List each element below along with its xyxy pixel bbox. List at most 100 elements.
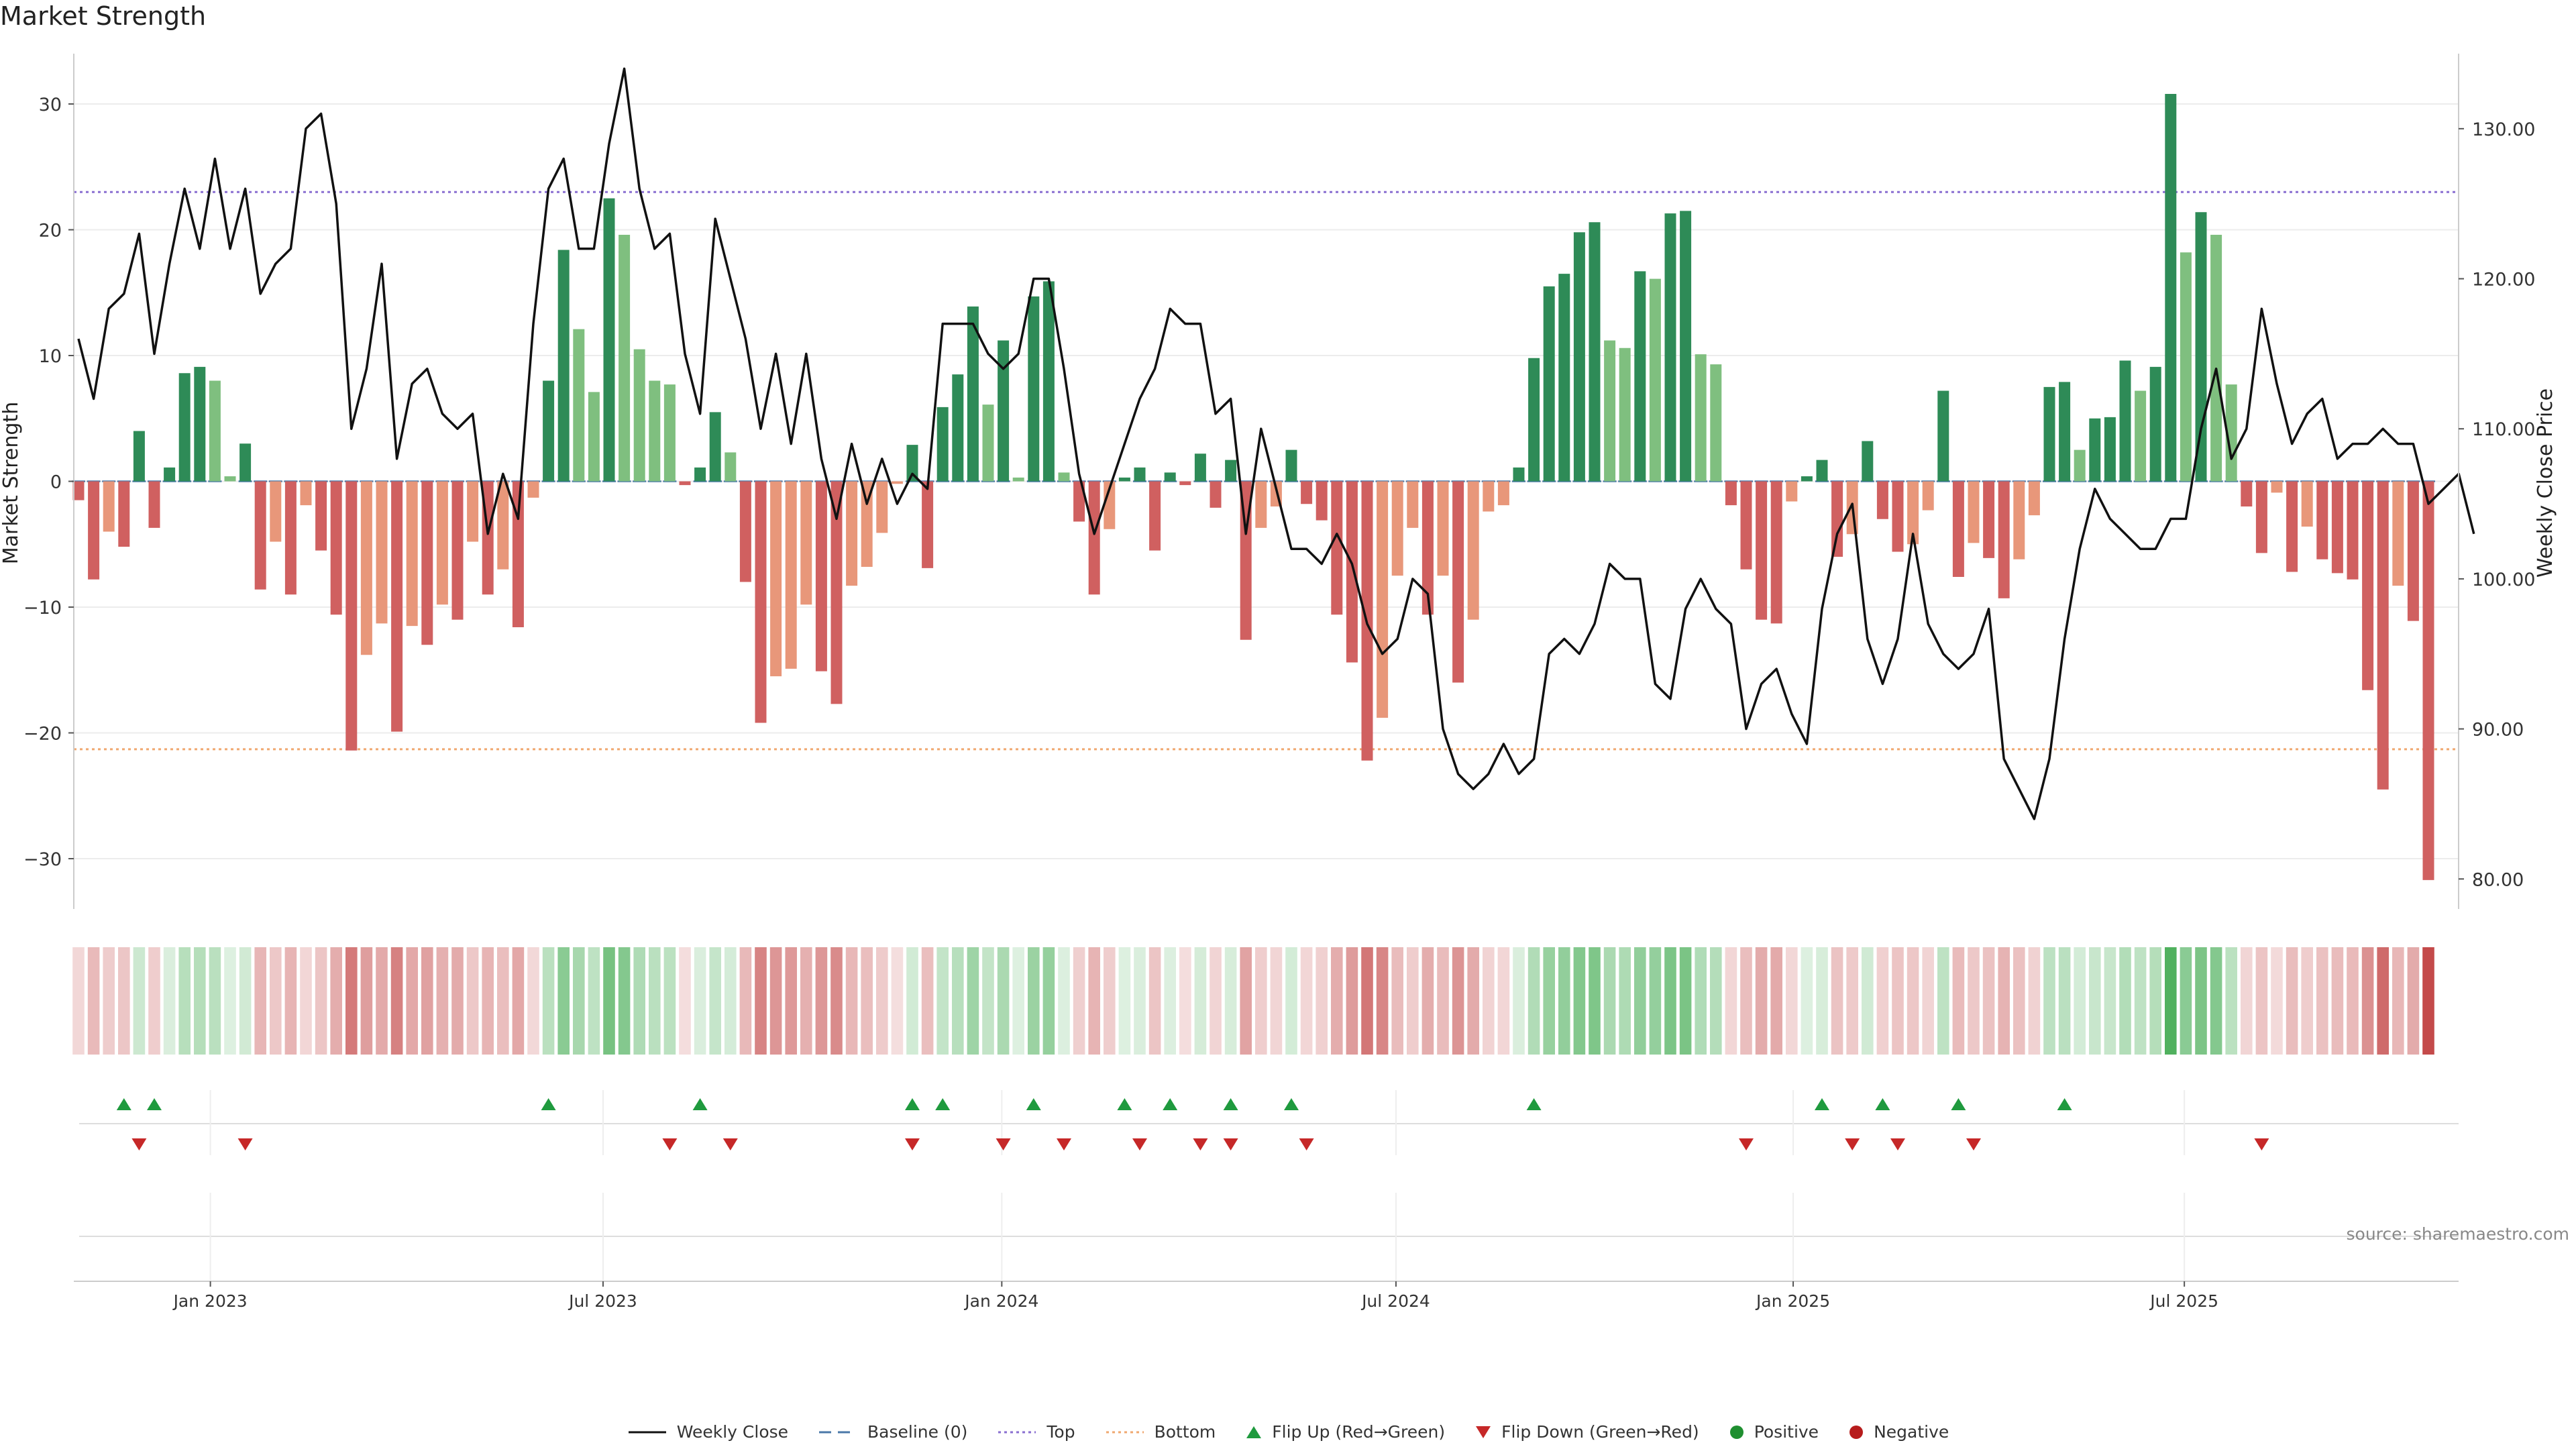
heatmap-cell <box>1300 947 1313 1055</box>
strength-bar <box>284 481 297 595</box>
heatmap-cell <box>118 947 130 1055</box>
legend-label-bottom: Bottom <box>1154 1422 1216 1442</box>
y-tick-label: −10 <box>23 598 62 619</box>
legend-label-weekly-close: Weekly Close <box>676 1422 789 1442</box>
x-axis: Jan 2023 Jul 2023 Jan 2024 Jul 2024 Jan 2025… <box>74 1193 2459 1311</box>
heatmap-cell <box>815 947 828 1055</box>
heatmap-cell <box>482 947 494 1055</box>
heatmap-cell <box>148 947 160 1055</box>
y-tick-label: −20 <box>23 724 62 745</box>
strength-bar <box>1149 481 1161 551</box>
heatmap-cell <box>679 947 691 1055</box>
heatmap-cell <box>2241 947 2253 1055</box>
heatmap-cell <box>1982 947 1995 1055</box>
heatmap-cell <box>239 947 252 1055</box>
heatmap-cell <box>557 947 570 1055</box>
heatmap-cell <box>103 947 115 1055</box>
heatmap-cell <box>785 947 797 1055</box>
strength-bar <box>270 481 282 542</box>
legend-item-positive: Positive <box>1729 1422 1819 1442</box>
heatmap-cell <box>1028 947 1040 1055</box>
y-tick-label: 20 <box>39 221 62 241</box>
y2-axis-label: Weekly Close Price <box>2534 388 2557 578</box>
heatmap-cell <box>1968 947 1980 1055</box>
heatmap-cell <box>1892 947 1904 1055</box>
strength-bar <box>2347 481 2359 580</box>
strength-bar <box>345 481 358 751</box>
heatmap-cell <box>2407 947 2420 1055</box>
strength-bar <box>998 340 1010 482</box>
heatmap-cell <box>1407 947 1419 1055</box>
strength-bar <box>1831 481 1843 557</box>
heatmap-cell <box>739 947 752 1055</box>
strength-bar <box>2286 481 2298 572</box>
dotted-line-swatch-icon <box>1106 1431 1144 1433</box>
strength-bar <box>1604 340 1616 482</box>
flip-up-marker <box>1026 1098 1041 1110</box>
legend: Weekly Close Baseline (0) Top Bottom Fli… <box>0 1422 2576 1442</box>
heatmap-cell <box>694 947 706 1055</box>
legend-label-positive: Positive <box>1754 1422 1819 1442</box>
heatmap-cell <box>1148 947 1161 1055</box>
strength-bar <box>1194 453 1206 482</box>
heatmap-cell <box>2074 947 2086 1055</box>
heatmap-cell <box>649 947 661 1055</box>
heatmap-cell <box>2119 947 2131 1055</box>
strength-bar <box>1467 481 1479 620</box>
heatmap-cell <box>2104 947 2116 1055</box>
y2-tick-label: 90.00 <box>2472 720 2524 741</box>
strength-bar <box>2316 481 2328 559</box>
strength-bar <box>1710 364 1722 482</box>
strength-bar <box>1649 278 1661 482</box>
strength-bar <box>2013 481 2025 559</box>
heatmap-cell <box>1619 947 1631 1055</box>
heatmap-cell <box>270 947 282 1055</box>
strength-bar <box>649 380 661 482</box>
heatmap-cell <box>1391 947 1403 1055</box>
strength-bar <box>224 476 236 482</box>
legend-label-negative: Negative <box>1874 1422 1949 1442</box>
heatmap-cell <box>2392 947 2404 1055</box>
x-tick-label: Jan 2025 <box>1755 1291 1830 1311</box>
strength-bar <box>2301 481 2313 527</box>
strength-bar <box>755 481 767 723</box>
heatmap-cell <box>1073 947 1085 1055</box>
strength-bar <box>603 198 615 482</box>
heatmap-cell <box>2013 947 2025 1055</box>
heatmap-cell <box>1695 947 1707 1055</box>
strength-bar <box>254 481 266 590</box>
heatmap-cell <box>967 947 979 1055</box>
heatmap-cell <box>2058 947 2071 1055</box>
strength-bar <box>2180 252 2192 482</box>
strength-bar <box>2210 235 2222 482</box>
strength-bar <box>1998 481 2010 598</box>
strength-bar <box>1922 481 1934 511</box>
flip-down-marker <box>1890 1138 1905 1150</box>
heatmap-cell <box>952 947 964 1055</box>
heatmap-cell <box>2225 947 2237 1055</box>
strength-bar <box>72 481 85 500</box>
strength-bar <box>1452 481 1464 683</box>
strength-bar <box>557 250 570 482</box>
heatmap-cell <box>603 947 615 1055</box>
strength-bar <box>936 407 949 482</box>
strength-bar <box>436 481 448 605</box>
strength-bar <box>497 481 509 570</box>
strength-bar <box>1407 481 1419 528</box>
strength-bar <box>1816 460 1828 482</box>
strength-bar <box>1862 441 1874 482</box>
legend-label-baseline: Baseline (0) <box>867 1422 968 1442</box>
heatmap-cell <box>618 947 631 1055</box>
strength-bar <box>1725 481 1737 506</box>
strength-bar <box>1346 481 1358 663</box>
strength-bar <box>1421 481 1434 615</box>
heatmap-cell <box>1118 947 1131 1055</box>
strength-bar <box>1558 274 1570 482</box>
x-tick-label: Jul 2025 <box>2149 1291 2218 1311</box>
strength-bar <box>1664 213 1676 482</box>
line-swatch-icon <box>628 1431 666 1433</box>
heatmap-cell <box>421 947 433 1055</box>
strength-bar <box>2255 481 2267 553</box>
strength-bar <box>239 443 252 482</box>
heatmap-cell <box>209 947 221 1055</box>
